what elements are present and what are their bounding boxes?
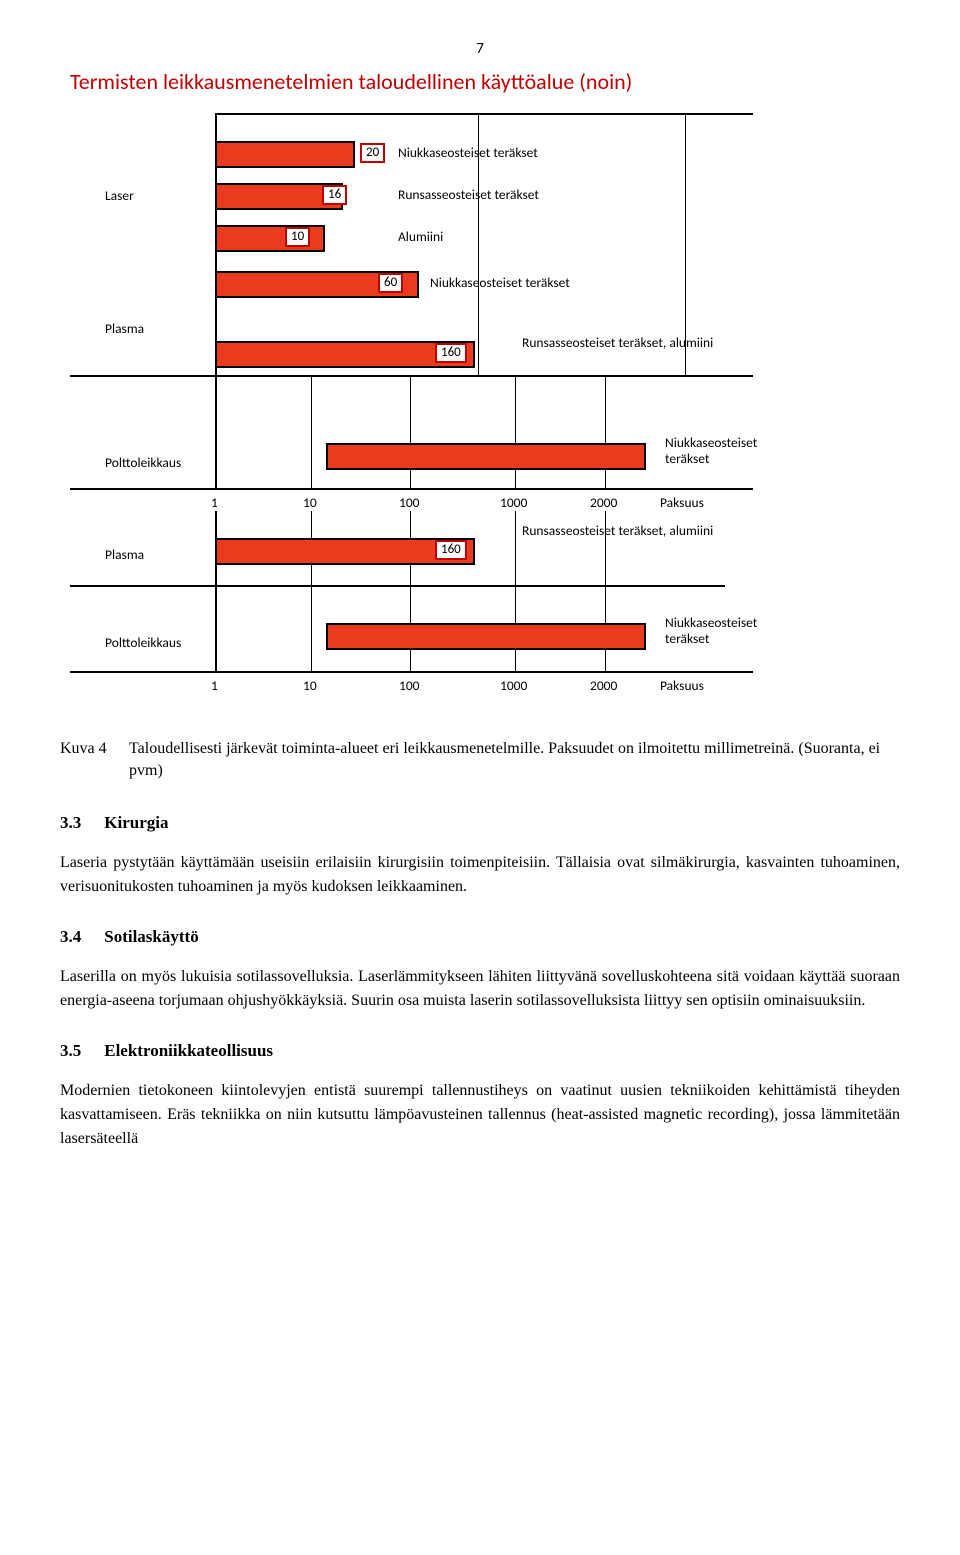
heading-title-3-5: Elektroniikkateollisuus xyxy=(104,1041,273,1060)
chart-title: Termisten leikkausmenetelmien taloudelli… xyxy=(70,68,900,95)
barval-laser-2: 16 xyxy=(322,185,347,205)
heading-3-4: 3.4 Sotilaskäyttö xyxy=(60,927,900,947)
group-label-plasma-2: Plasma xyxy=(105,547,144,563)
material-poltto-2: Niukkaseosteiset teräkset xyxy=(665,615,785,647)
material-plasma-1: Niukkaseosteiset teräkset xyxy=(430,275,570,291)
material-laser-1: Niukkaseosteiset teräkset xyxy=(398,145,538,161)
axis2-10: 10 xyxy=(303,678,317,694)
bar-poltto-2 xyxy=(326,623,646,650)
axis1-2000: 2000 xyxy=(590,495,617,511)
heading-3-5: 3.5 Elektroniikkateollisuus xyxy=(60,1041,900,1061)
group-label-polttoleikkaus: Polttoleikkaus xyxy=(105,455,181,471)
axis1-10: 10 xyxy=(303,495,317,511)
barval-laser-3: 10 xyxy=(285,227,310,247)
para-3-4: Laserilla on myös lukuisia sotilassovell… xyxy=(60,965,900,1013)
heading-3-3: 3.3 Kirurgia xyxy=(60,813,900,833)
heading-num-3-3: 3.3 xyxy=(60,813,100,833)
bar-poltto-1 xyxy=(326,443,646,470)
axis2-100: 100 xyxy=(399,678,420,694)
axis2-1000: 1000 xyxy=(500,678,527,694)
axis1-1: 1 xyxy=(211,495,218,511)
barval-plasma-1: 60 xyxy=(378,273,403,293)
axis2-paksuus: Paksuus xyxy=(660,678,704,694)
material-plasma-2: Runsasseosteiset teräkset, alumiini xyxy=(522,335,722,351)
material-plasma-3: Runsasseosteiset teräkset, alumiini xyxy=(522,523,722,539)
barval-plasma-2: 160 xyxy=(435,343,467,363)
material-laser-2: Runsasseosteiset teräkset xyxy=(398,187,539,203)
group-label-laser: Laser xyxy=(105,188,134,204)
thermal-cutting-chart: Laser Plasma Polttoleikkaus Plasma Poltt… xyxy=(70,113,790,713)
para-3-3: Laseria pystytään käyttämään useisiin er… xyxy=(60,851,900,899)
heading-num-3-4: 3.4 xyxy=(60,927,100,947)
axis1-1000: 1000 xyxy=(500,495,527,511)
barval-plasma-3: 160 xyxy=(435,540,467,560)
group-label-plasma: Plasma xyxy=(105,321,144,337)
axis1-paksuus: Paksuus xyxy=(660,495,704,511)
axis2-2000: 2000 xyxy=(590,678,617,694)
barval-laser-1: 20 xyxy=(360,143,385,163)
heading-num-3-5: 3.5 xyxy=(60,1041,100,1061)
group-label-polttoleikkaus-2: Polttoleikkaus xyxy=(105,635,181,651)
material-poltto-1: Niukkaseosteiset teräkset xyxy=(665,435,785,467)
heading-title-3-4: Sotilaskäyttö xyxy=(104,927,198,946)
figure-caption: Kuva 4 Taloudellisesti järkevät toiminta… xyxy=(60,738,900,783)
heading-title-3-3: Kirurgia xyxy=(104,813,168,832)
axis1-100: 100 xyxy=(399,495,420,511)
figure-caption-text: Taloudellisesti järkevät toiminta-alueet… xyxy=(129,738,889,783)
bar-laser-1 xyxy=(215,141,355,168)
para-3-5: Modernien tietokoneen kiintolevyjen enti… xyxy=(60,1079,900,1151)
figure-caption-prefix: Kuva 4 xyxy=(60,738,125,760)
material-laser-3: Alumiini xyxy=(398,229,443,245)
axis2-1: 1 xyxy=(211,678,218,694)
page-number: 7 xyxy=(60,40,900,58)
